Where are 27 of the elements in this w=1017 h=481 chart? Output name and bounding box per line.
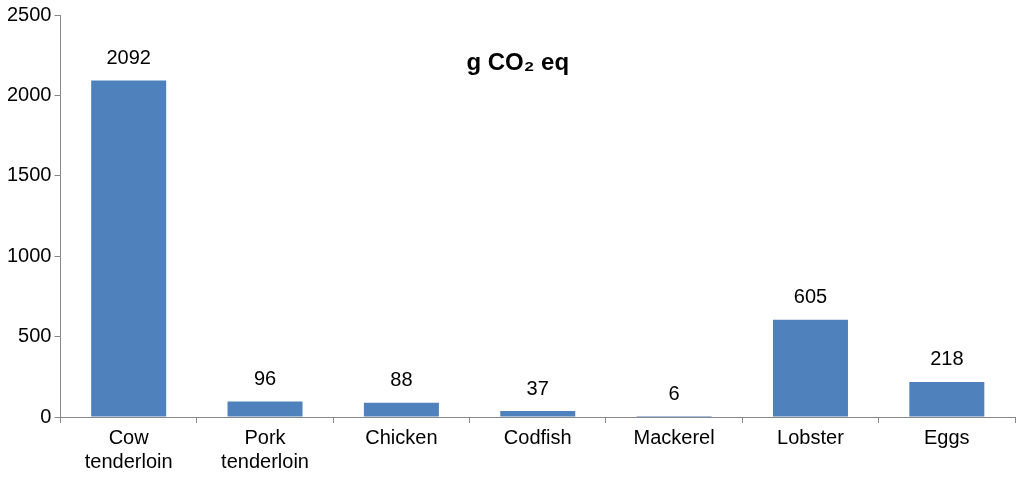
data-label: 6 bbox=[668, 381, 680, 404]
x-tick-label: Mackerel bbox=[633, 425, 715, 448]
x-tick-label: Chicken bbox=[365, 425, 438, 448]
data-label: 96 bbox=[253, 367, 277, 390]
data-label: 2092 bbox=[106, 46, 151, 69]
x-tick-label: Cow tenderloin bbox=[84, 425, 173, 472]
bar bbox=[500, 411, 576, 417]
x-tick-label: Lobster bbox=[777, 425, 845, 448]
data-label: 37 bbox=[526, 376, 549, 399]
bar bbox=[91, 80, 167, 417]
y-tick-label: 2500 bbox=[6, 2, 52, 25]
text: g CO₂ eq bbox=[466, 48, 570, 75]
bar bbox=[909, 381, 985, 417]
y-tick-label: 2000 bbox=[6, 82, 52, 105]
x-tick-label: Eggs bbox=[924, 425, 970, 448]
y-tick-label: 1000 bbox=[6, 243, 52, 266]
x-tick-label: Pork tenderloin bbox=[221, 425, 309, 472]
bar bbox=[227, 401, 303, 417]
data-label: 218 bbox=[930, 347, 964, 370]
bar bbox=[772, 319, 848, 417]
bar bbox=[363, 402, 439, 417]
x-tick-label: Codfish bbox=[503, 425, 572, 448]
y-tick-label: 0 bbox=[40, 404, 52, 427]
data-label: 605 bbox=[793, 285, 828, 308]
y-tick-label: 500 bbox=[18, 324, 52, 347]
data-label: 88 bbox=[390, 368, 413, 391]
y-tick-label: 1500 bbox=[6, 163, 52, 186]
